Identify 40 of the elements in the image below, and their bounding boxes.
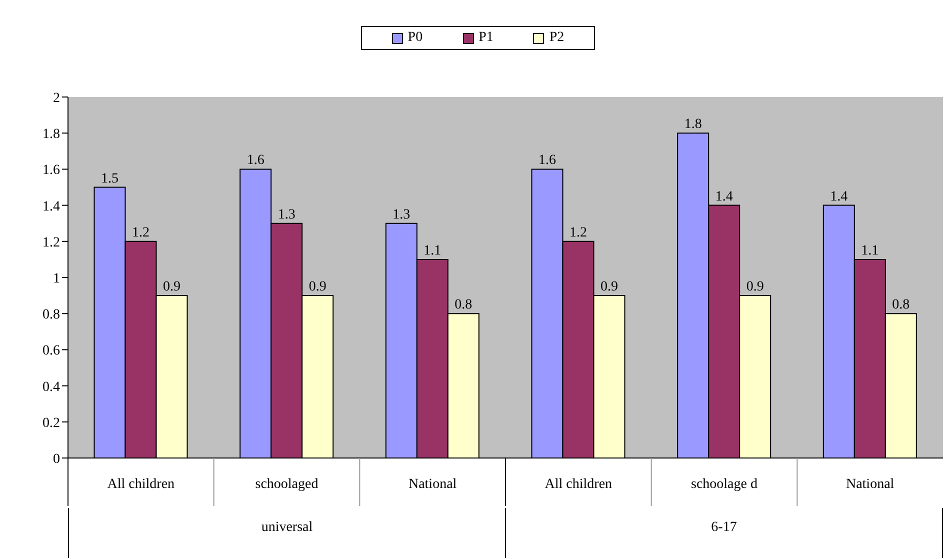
y-tick-label: 1.2 (42, 235, 60, 250)
y-tick-label: 2 (53, 90, 60, 106)
data-label: 1.6 (246, 153, 264, 168)
data-label: 0.9 (746, 280, 764, 295)
legend-label: P0 (406, 30, 423, 46)
data-label: 1.3 (278, 207, 296, 222)
data-label: 0.9 (600, 280, 618, 295)
data-label: 0.8 (892, 298, 910, 313)
x-tick-label: schoolage d (691, 477, 758, 492)
data-label: 1.3 (392, 207, 410, 222)
y-tick-label: 1.6 (42, 163, 60, 178)
data-label: 0.9 (163, 280, 180, 295)
data-label: 0.8 (454, 298, 472, 313)
x-tick-label: National (846, 477, 894, 492)
data-label: 0.9 (308, 280, 326, 295)
data-label: 1.6 (538, 153, 556, 168)
data-label: 1.1 (424, 243, 442, 258)
y-tick-label: 0 (53, 452, 60, 467)
y-tick-label: 0.2 (42, 416, 60, 431)
x-tick-label: schoolaged (255, 477, 318, 492)
data-label: 1.2 (132, 225, 150, 240)
data-label: 1.1 (861, 243, 879, 258)
x-tick-label: All children (107, 477, 175, 492)
y-tick-label: 1.8 (42, 127, 60, 142)
y-tick-label: 1 (53, 271, 60, 286)
data-label: 1.4 (715, 189, 733, 204)
x-tick-label: All children (544, 477, 612, 492)
data-label: 1.4 (830, 189, 848, 204)
data-label: 1.5 (101, 171, 118, 186)
y-tick-label: 0.8 (42, 308, 60, 323)
data-label: 1.8 (684, 117, 702, 132)
legend-label: P1 (478, 30, 494, 46)
x-tick-label: National (408, 477, 457, 492)
y-tick-label: 1.4 (42, 199, 60, 214)
y-tick-label: 0.4 (42, 380, 60, 395)
y-tick-label: 0.6 (42, 344, 60, 359)
text: 6-17 (505, 508, 943, 558)
legend-label: P2 (548, 30, 564, 46)
data-label: 1.2 (570, 225, 587, 240)
text: universal (68, 508, 505, 558)
